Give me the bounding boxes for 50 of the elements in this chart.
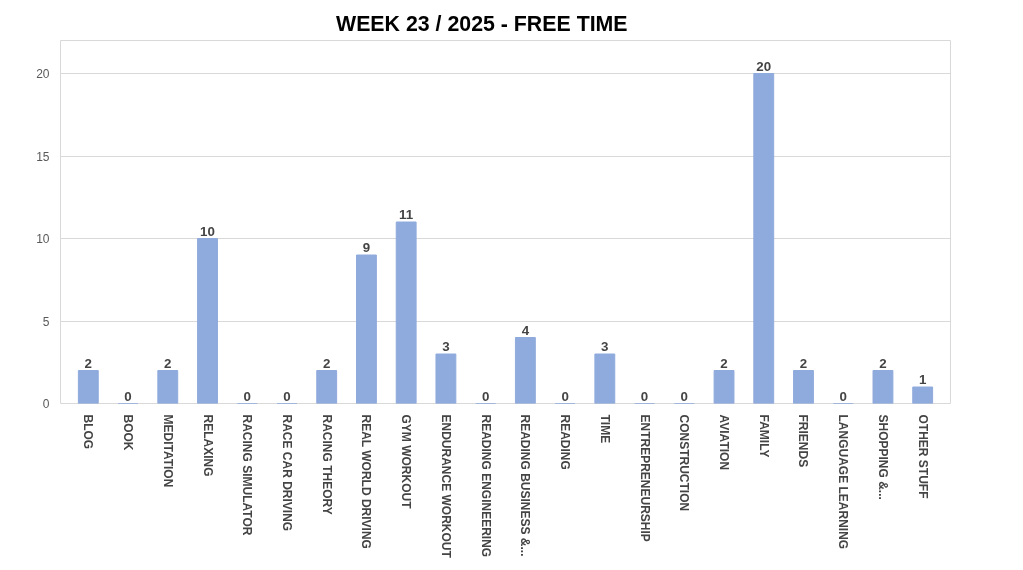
data-label: 0 [124,388,132,404]
data-label: 2 [323,355,331,371]
data-label: 2 [84,355,93,371]
x-tick-label: TIME [597,414,612,444]
data-label: 2 [799,355,808,371]
x-tick-label: READING ENGINEERING [478,414,493,558]
x-tick-label: AVIATION [717,414,732,471]
x-tick-label: MEDITATION [160,414,175,488]
data-label: 0 [839,388,847,404]
data-label: 9 [362,240,371,255]
x-tick-label: REAL WORLD DRIVING [359,414,374,549]
chart-title: WEEK 23 / 2025 - FREE TIME [336,11,628,36]
x-tick-label: RACING SIMULATOR [240,414,255,536]
data-label: 20 [756,58,772,74]
data-label: 1 [918,372,927,387]
data-label: 3 [601,339,609,354]
x-tick-label: BLOG [81,414,96,450]
x-tick-label: CONSTRUCTION [677,414,692,512]
y-tick-label: 10 [36,232,50,246]
x-tick-label: READING BUSINESS &... [518,414,533,557]
x-tick-label: RACING THEORY [319,414,334,515]
x-tick-label: FRIENDS [796,414,811,468]
x-tick-label: GYM WORKOUT [399,414,414,510]
data-label: 0 [680,388,689,404]
x-tick-label: ENTREPRENEURSHIP [637,414,652,542]
x-tick-label: RELAXING [200,414,215,477]
data-label: 2 [720,355,728,371]
data-label: 3 [442,339,450,354]
x-tick-label: READING [558,414,573,470]
x-tick-label: SHOPPING &... [875,414,890,500]
data-label: 0 [283,388,291,404]
x-tick-label: RACE CAR DRIVING [279,414,294,532]
y-tick-label: 5 [42,314,50,329]
data-label: 0 [481,388,490,404]
y-tick-label: 20 [36,67,50,81]
data-label: 0 [640,388,649,404]
data-label: 11 [399,207,414,222]
x-tick-label: ENDURANCE WORKOUT [438,414,453,559]
data-label: 10 [200,223,215,239]
x-tick-label: OTHER STUFF [915,414,930,499]
y-tick-label: 0 [42,397,50,411]
y-tick-label: 15 [36,149,50,164]
data-label: 2 [879,355,887,371]
x-tick-label: BOOK [121,414,136,451]
data-label: 4 [521,322,530,338]
data-label: 0 [561,388,569,404]
x-tick-label: LANGUAGE LEARNING [836,414,851,550]
data-label: 0 [243,388,251,404]
data-label: 2 [164,355,172,371]
x-tick-label: FAMILY [756,414,771,458]
